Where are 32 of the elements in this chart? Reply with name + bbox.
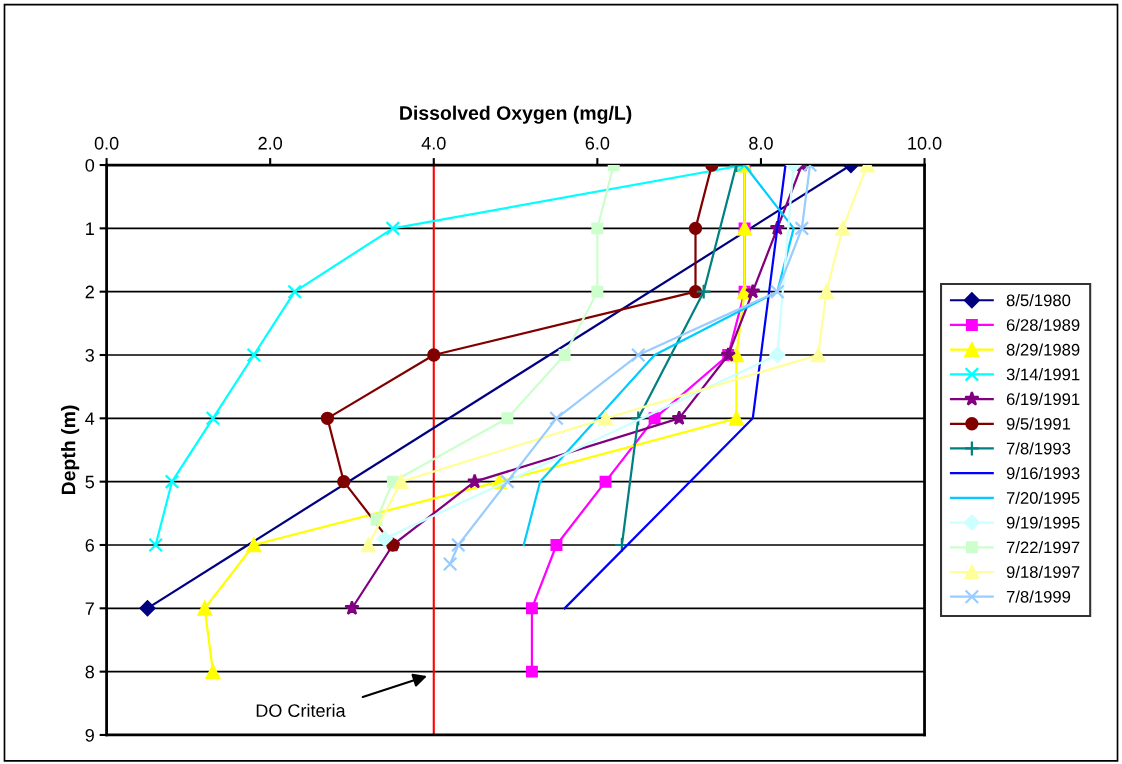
x-tick-label: 8.0 [749,136,773,150]
legend-label: 3/14/1991 [1006,368,1080,381]
y-tick-label: 2 [85,285,94,299]
x-tick-label: 6.0 [585,136,610,150]
y-tick-label: 6 [85,538,94,552]
y-tick-label: 4 [85,412,95,425]
legend-label: 8/5/1980 [1006,294,1071,307]
legend-label: 8/29/1989 [1006,343,1080,356]
legend-label: 7/8/1993 [1006,442,1071,455]
annotation: DO Criteria [256,703,346,718]
y-tick-label: 1 [86,222,94,235]
y-tick-label: 9 [85,728,94,742]
legend-label: 7/20/1995 [1006,491,1080,504]
legend-label: 7/8/1999 [1006,590,1071,603]
y-tick-label: 8 [85,665,94,679]
legend-label: 6/28/1989 [1006,318,1080,331]
x-tick-label: 0.0 [94,136,119,150]
x-tick-label: 10.0 [908,136,942,150]
y-tick-label: 7 [85,602,94,615]
y-tick-label: 3 [85,348,94,362]
legend-label: 6/19/1991 [1006,392,1080,406]
legend-label: 9/5/1991 [1006,417,1071,430]
legend-label: 9/19/1995 [1006,516,1080,529]
legend-label: 9/16/1993 [1006,466,1080,480]
x-tick-label: 2.0 [258,136,283,150]
x-tick-label: 4.0 [421,136,446,150]
x-axis-title: Dissolved Oxygen (mg/L) [400,105,632,124]
y-tick-label: 5 [85,475,95,489]
y-axis-title: Depth (m) [61,405,80,495]
legend-label: 9/18/1997 [1006,565,1080,578]
y-tick-label: 0 [85,158,95,172]
legend-label: 7/22/1997 [1006,541,1080,554]
